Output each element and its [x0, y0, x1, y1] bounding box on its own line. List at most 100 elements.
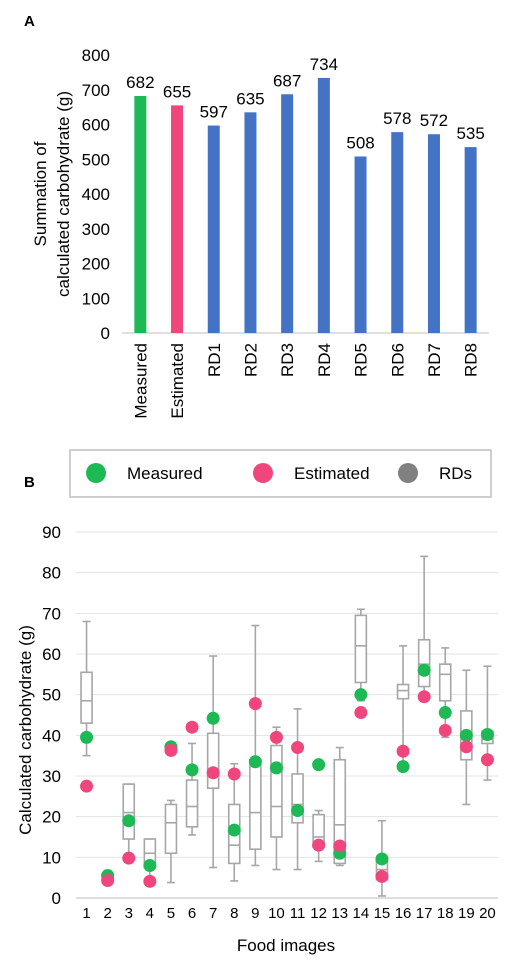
point-estimated [185, 720, 199, 734]
panel-b-x-tick: 15 [374, 905, 391, 922]
box-iqr [396, 683, 410, 700]
panel-b-legend: Measured Estimated RDs [86, 463, 472, 483]
point-estimated [269, 730, 283, 744]
boxplot-18 [438, 647, 452, 739]
panel-b-y-tick: 90 [42, 523, 61, 542]
legend-marker-rds [398, 463, 418, 483]
boxplot-11 [291, 708, 304, 871]
panel-a-category-label: RD3 [278, 343, 297, 377]
boxplot-5 [164, 799, 178, 884]
box-iqr [270, 744, 283, 838]
point-estimated [417, 690, 431, 704]
point-estimated [143, 874, 157, 888]
panel-a-y-tick: 0 [101, 324, 110, 343]
panel-b-x-tick: 18 [437, 905, 454, 922]
panel-a-y-tick: 400 [82, 185, 110, 204]
point-estimated [206, 766, 220, 780]
panel-b-x-tick: 3 [125, 905, 133, 922]
panel-a-y-tick: 700 [82, 81, 110, 100]
panel-a-category-label: RD1 [205, 343, 224, 377]
panel-b-x-tick: 5 [167, 905, 175, 922]
boxplot-12 [312, 809, 325, 863]
point-estimated [227, 767, 241, 781]
point-estimated [480, 753, 494, 767]
legend-marker-measured [86, 463, 106, 483]
box-iqr [80, 671, 93, 724]
panel-a-category-label: RD7 [425, 343, 444, 377]
box-iqr [438, 663, 452, 702]
panel-b-x-tick: 17 [416, 905, 433, 922]
panel-a-data-label: 508 [346, 133, 374, 152]
point-measured [396, 760, 410, 774]
panel-a-data-label: 572 [420, 111, 448, 130]
boxplot-14 [354, 608, 368, 702]
panel-a-data-label: 734 [310, 55, 338, 74]
point-measured [291, 804, 305, 818]
panel-b-y-tick: 70 [42, 604, 61, 623]
point-estimated [438, 723, 452, 737]
panel-b-x-tick: 2 [103, 905, 111, 922]
panel-b-x-tick: 10 [268, 905, 285, 922]
point-measured [80, 730, 94, 744]
panel-a-data-label: 578 [383, 109, 411, 128]
point-measured [227, 823, 241, 837]
panel-a-category-label: RD4 [315, 343, 334, 377]
point-estimated [291, 741, 305, 755]
point-measured [375, 852, 389, 866]
panel-b-x-tick: 1 [82, 905, 90, 922]
box-iqr [164, 803, 178, 855]
panel-a-data-label: 682 [126, 73, 154, 92]
panel-b-x-tick: 13 [331, 905, 348, 922]
point-estimated [312, 838, 326, 852]
panel-b-x-tick: 16 [395, 905, 412, 922]
panel-b-boxplots [80, 555, 494, 897]
boxplot-17 [417, 555, 431, 700]
boxplot-13 [333, 746, 347, 867]
panel-b-x-tick: 20 [479, 905, 496, 922]
point-measured [248, 755, 262, 769]
panel-b-x-tick: 4 [146, 905, 154, 922]
point-measured [122, 814, 136, 828]
panel-b-x-tick: 8 [230, 905, 238, 922]
point-estimated [80, 779, 94, 793]
point-estimated [248, 697, 262, 711]
legend-label-measured: Measured [127, 464, 203, 483]
panel-b-y-tick: 60 [42, 645, 61, 664]
panel-a-category-label: Estimated [168, 343, 187, 419]
panel-b-letter: B [24, 474, 35, 491]
panel-a-category-label: RD8 [462, 343, 481, 377]
point-measured [143, 858, 157, 872]
box-iqr [291, 773, 304, 824]
point-estimated [354, 706, 368, 720]
panel-a-data-label: 635 [236, 89, 264, 108]
panel-b-y-tick: 80 [42, 564, 61, 583]
point-estimated [101, 874, 115, 888]
panel-a-y-tick: 500 [82, 150, 110, 169]
point-measured [269, 761, 283, 775]
panel-a-category-label: RD6 [388, 343, 407, 377]
legend-label-estimated: Estimated [294, 464, 370, 483]
panel-b-gridlines [76, 531, 498, 899]
panel-a-y-tick: 600 [82, 116, 110, 135]
point-measured [206, 711, 220, 725]
panel-b-x-tick: 11 [290, 905, 306, 922]
panel-a-data-label: 655 [163, 82, 191, 101]
panel-a-data-label: 687 [273, 71, 301, 90]
panel-a-y-tick: 300 [82, 220, 110, 239]
panel-b-x-tick: 12 [310, 905, 327, 922]
panel-a-bar [281, 94, 294, 333]
point-estimated [396, 744, 410, 758]
box-iqr [417, 638, 431, 688]
panel-a-bar [244, 112, 257, 334]
point-measured [459, 728, 473, 742]
panel-a-letter: A [24, 13, 35, 30]
boxplot-7 [206, 655, 220, 869]
box-iqr [249, 758, 262, 851]
point-measured [480, 728, 494, 742]
panel-a-y-axis-label: Summation of calculated carbohydrate (g) [31, 91, 73, 297]
panel-b-x-tick: 14 [353, 905, 370, 922]
point-measured [185, 763, 199, 777]
panel-a-bar-chart: A Summation of calculated carbohydrate (g… [24, 13, 489, 419]
panel-a-bar [391, 132, 404, 333]
